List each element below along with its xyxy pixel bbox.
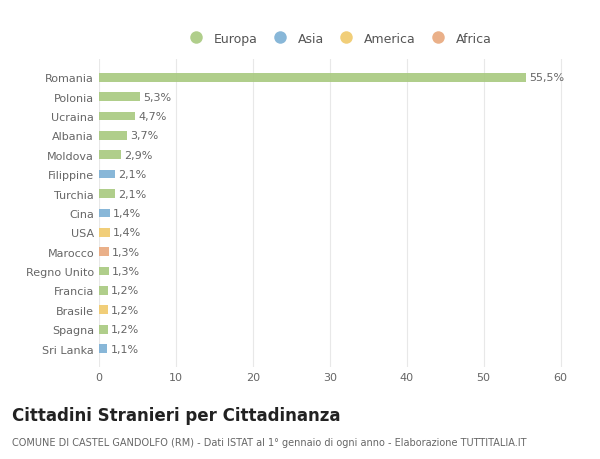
Text: 3,7%: 3,7%	[131, 131, 159, 141]
Bar	[99, 151, 121, 160]
Bar	[99, 132, 127, 140]
Text: 1,3%: 1,3%	[112, 247, 140, 257]
Bar	[99, 286, 108, 295]
Bar	[99, 306, 108, 314]
Bar	[99, 345, 107, 353]
Text: 5,3%: 5,3%	[143, 92, 171, 102]
Bar	[99, 112, 135, 121]
Text: Cittadini Stranieri per Cittadinanza: Cittadini Stranieri per Cittadinanza	[12, 406, 341, 424]
Text: 2,1%: 2,1%	[118, 189, 146, 199]
Bar	[99, 248, 109, 257]
Text: 2,9%: 2,9%	[124, 151, 153, 160]
Text: 1,3%: 1,3%	[112, 267, 140, 276]
Text: 2,1%: 2,1%	[118, 170, 146, 180]
Text: COMUNE DI CASTEL GANDOLFO (RM) - Dati ISTAT al 1° gennaio di ogni anno - Elabora: COMUNE DI CASTEL GANDOLFO (RM) - Dati IS…	[12, 437, 527, 447]
Text: 4,7%: 4,7%	[138, 112, 167, 122]
Text: 1,2%: 1,2%	[112, 286, 140, 296]
Text: 1,4%: 1,4%	[113, 208, 141, 218]
Legend: Europa, Asia, America, Africa: Europa, Asia, America, Africa	[180, 29, 495, 50]
Bar	[99, 190, 115, 198]
Bar	[99, 267, 109, 276]
Bar	[99, 73, 526, 82]
Text: 1,4%: 1,4%	[113, 228, 141, 238]
Bar	[99, 229, 110, 237]
Bar	[99, 170, 115, 179]
Text: 1,2%: 1,2%	[112, 325, 140, 335]
Bar	[99, 209, 110, 218]
Text: 1,2%: 1,2%	[112, 305, 140, 315]
Text: 55,5%: 55,5%	[529, 73, 564, 83]
Bar	[99, 325, 108, 334]
Text: 1,1%: 1,1%	[110, 344, 139, 354]
Bar	[99, 93, 140, 102]
